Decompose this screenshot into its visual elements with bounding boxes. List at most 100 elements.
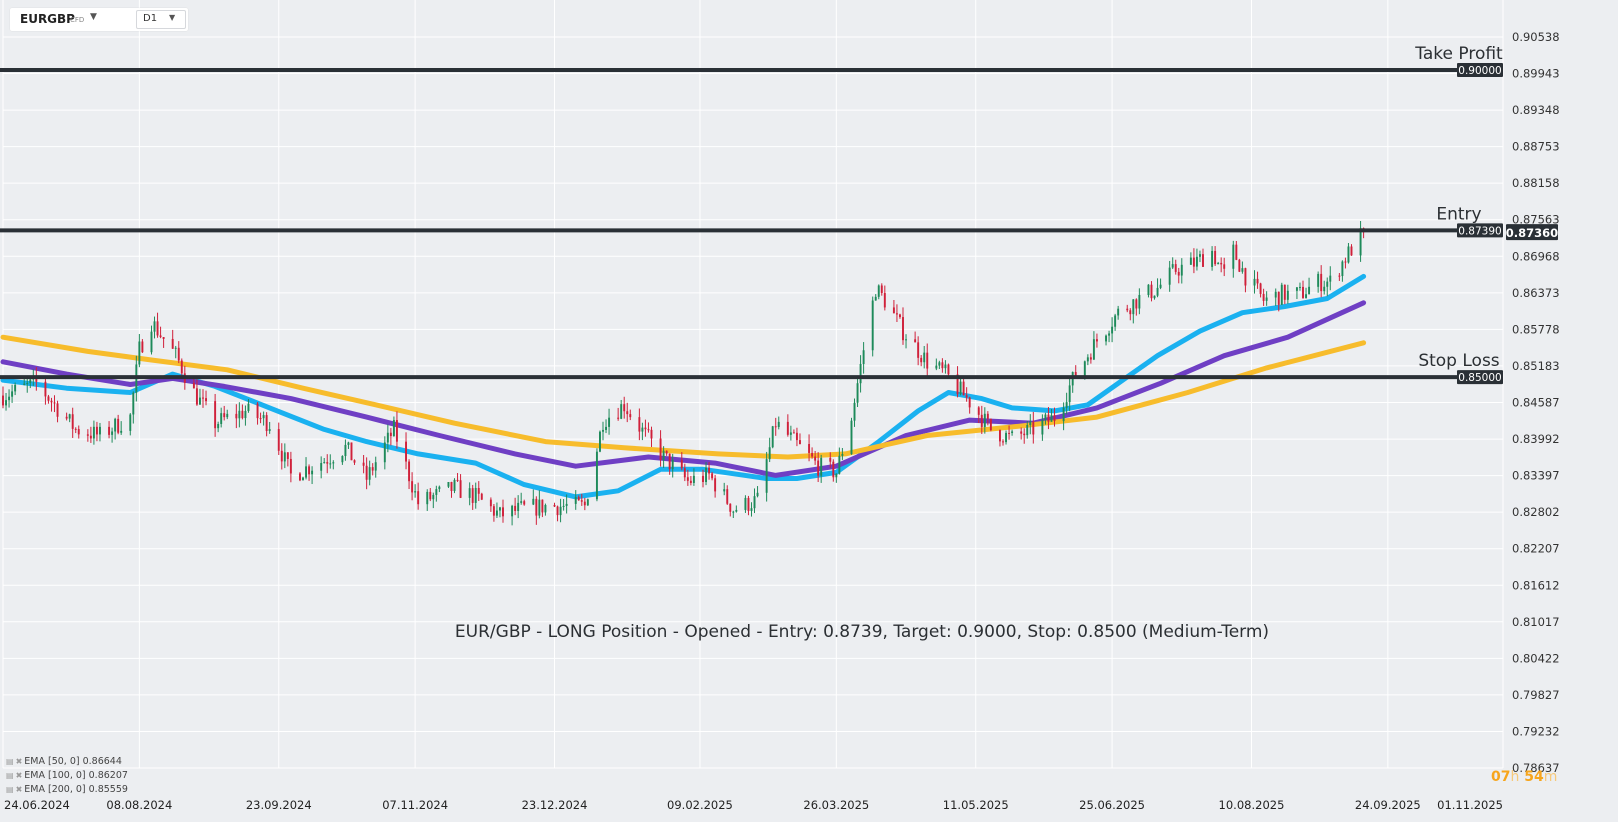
candle-body (692, 475, 695, 483)
candle-body (553, 504, 556, 507)
candle-body (777, 421, 780, 427)
candle-body (411, 481, 414, 493)
candle-body (1192, 257, 1195, 267)
price-tick-label: 0.90538 (1512, 30, 1560, 44)
candle-body (559, 506, 562, 516)
candle-body (856, 383, 859, 403)
candle-body (392, 420, 395, 437)
candle-body (947, 364, 950, 375)
candle-body (714, 478, 717, 492)
candle-body (1111, 326, 1114, 334)
candle-body (395, 420, 398, 442)
candle-body (708, 467, 711, 474)
candle-body (641, 427, 644, 432)
candle-body (680, 460, 683, 469)
candle-body (341, 456, 344, 463)
candle-body (389, 432, 392, 437)
candle-body (1199, 254, 1201, 257)
candle-body (668, 453, 671, 470)
close-icon[interactable]: ✖ (15, 785, 23, 794)
candle-body (1308, 286, 1311, 295)
date-tick-label: 01.11.2025 (1437, 798, 1503, 812)
candle-body (1202, 254, 1204, 267)
candle-body (26, 383, 29, 385)
candle-body (1280, 284, 1283, 305)
candle-body (620, 404, 623, 419)
candle-body (808, 444, 811, 453)
timeframe-select[interactable]: D1 ▼ (136, 10, 186, 29)
caret-down-icon[interactable]: ▼ (90, 12, 97, 22)
candle-body (617, 417, 620, 419)
candle-body (489, 499, 492, 507)
candle-body (220, 413, 223, 424)
candle-body (789, 432, 792, 435)
candle-body (323, 462, 326, 464)
price-level-tag (1457, 63, 1503, 78)
settings-icon[interactable]: ▤ (6, 757, 14, 766)
candle-body (1105, 335, 1107, 342)
settings-icon[interactable]: ▤ (6, 785, 14, 794)
candle-body (386, 432, 389, 443)
candle-body (926, 352, 929, 369)
candle-body (29, 379, 32, 384)
candle-body (162, 337, 165, 339)
candle-body (562, 505, 565, 507)
candle-body (799, 440, 801, 445)
date-tick-label: 24.06.2024 (4, 798, 70, 812)
price-tick-label: 0.83397 (1512, 469, 1560, 483)
candle-body (68, 414, 71, 419)
candle-body (750, 508, 753, 511)
candle-body (1065, 402, 1068, 408)
candle-body (1259, 283, 1262, 294)
candle-body (1195, 256, 1198, 267)
candle-body (256, 403, 259, 419)
date-tick-label: 26.03.2025 (803, 798, 869, 812)
ema-line (0, 273, 1367, 500)
candle-body (1053, 415, 1056, 422)
price-tick-label: 0.86373 (1512, 286, 1560, 300)
candle-body (532, 498, 535, 505)
symbol-name[interactable]: EURGBP (20, 12, 75, 26)
candle-body (1044, 414, 1047, 420)
candle-body (141, 341, 144, 353)
candle-body (259, 418, 262, 420)
candle-body (53, 402, 56, 404)
settings-icon[interactable]: ▤ (6, 771, 14, 780)
candle-body (892, 307, 895, 314)
candle-body (705, 467, 707, 483)
close-icon[interactable]: ✖ (15, 757, 23, 766)
candle-body (838, 455, 841, 474)
candle-body (980, 414, 983, 427)
candle-body (477, 487, 480, 494)
candle-body (156, 321, 159, 336)
candle-body (1011, 431, 1014, 434)
candle-body (1217, 262, 1220, 265)
candle-body (1047, 414, 1050, 422)
candle-body (726, 489, 729, 504)
candlestick-series (2, 220, 1365, 526)
time-axis[interactable]: 24.06.2024 08.08.2024 23.09.2024 07.11.2024… (4, 798, 1503, 812)
candle-body (332, 462, 335, 464)
candle-body (311, 470, 314, 475)
candle-body (1241, 268, 1244, 272)
candle-body (811, 452, 814, 457)
price-axis[interactable]: 0.90538 0.89943 0.89348 0.88753 0.88158 0.875… (1506, 30, 1560, 775)
candle-body (1132, 299, 1135, 315)
candle-body (438, 486, 441, 490)
candle-body (205, 398, 207, 402)
candle-body (320, 462, 323, 471)
candle-body (238, 410, 241, 419)
candle-body (989, 418, 992, 431)
candle-body (644, 427, 647, 430)
close-icon[interactable]: ✖ (15, 771, 23, 780)
candle-body (877, 285, 880, 297)
candle-body (159, 335, 162, 338)
candle-body (689, 480, 692, 483)
candle-body (262, 415, 265, 419)
candle-body (965, 395, 968, 398)
candle-body (174, 347, 177, 349)
candle-body (23, 383, 26, 385)
candle-body (586, 499, 589, 506)
